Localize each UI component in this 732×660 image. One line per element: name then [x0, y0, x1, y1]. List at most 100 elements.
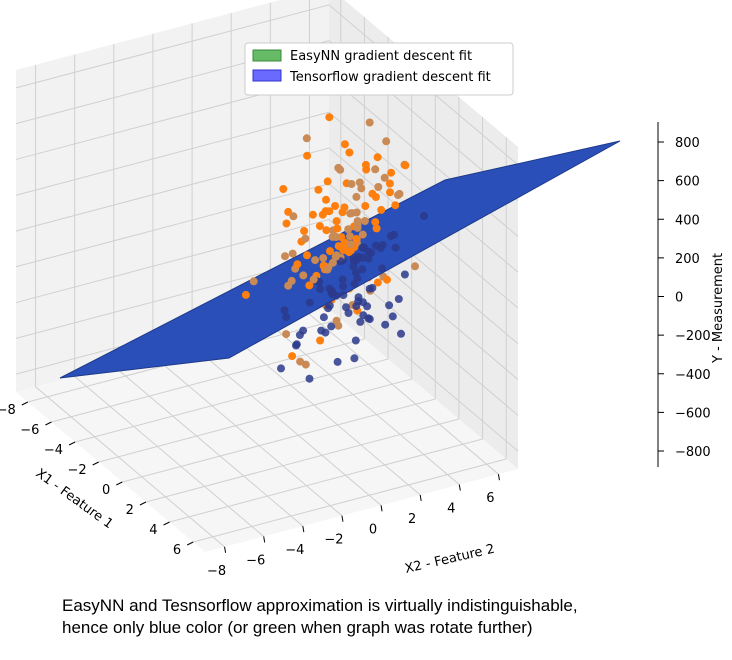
data-point: [249, 277, 258, 286]
data-point: [387, 168, 396, 177]
data-point: [347, 180, 356, 188]
data-point: [391, 243, 400, 252]
z-tick-label: −600: [675, 406, 711, 421]
grid-line: [145, 418, 460, 503]
grid-line: [74, 358, 389, 443]
data-point: [316, 285, 325, 294]
data-point: [292, 341, 300, 350]
x2-tick-mark: [224, 546, 227, 553]
z-tick-label: −200: [675, 329, 711, 344]
data-point: [281, 252, 289, 261]
x1-tick-label: −8: [0, 403, 16, 418]
x2-tick-label: 2: [408, 512, 416, 527]
data-point: [386, 232, 395, 241]
data-point: [241, 290, 250, 299]
data-point: [361, 202, 370, 210]
data-point: [371, 241, 380, 250]
data-point: [391, 201, 400, 210]
x2-tick-label: 4: [447, 502, 455, 517]
axes-panes: [16, 0, 518, 552]
z-tick-label: 400: [675, 213, 700, 228]
data-point: [293, 260, 302, 269]
grid-line: [269, 324, 460, 485]
data-point: [322, 226, 331, 235]
x1-tick-label: 0: [102, 483, 110, 498]
x1-tick-label: 2: [126, 503, 134, 518]
data-point: [352, 268, 360, 277]
y-axis-label: Y - Measurement: [711, 253, 726, 364]
x1-tick-label: 6: [173, 543, 181, 558]
data-point: [340, 140, 349, 149]
chart-3d: −8−6−4−20246−8−6−4−202468006004002000−20…: [0, 0, 726, 579]
x2-axis-label: X2 - Feature 2: [404, 542, 497, 577]
grid-line: [169, 438, 483, 523]
data-point: [332, 217, 341, 226]
data-point: [334, 321, 343, 330]
data-point: [351, 336, 360, 345]
data-point: [287, 276, 296, 285]
data-point: [344, 225, 353, 234]
data-point: [386, 188, 394, 197]
legend: EasyNN gradient descent fit Tensorflow g…: [244, 42, 514, 96]
x2-tick-mark: [341, 515, 344, 522]
data-point: [319, 313, 328, 322]
z-tick-label: 800: [675, 136, 700, 151]
data-point: [325, 113, 334, 122]
data-point: [346, 240, 355, 249]
data-point: [324, 304, 333, 313]
grid-line: [152, 355, 343, 517]
data-point: [394, 295, 403, 303]
legend-swatch-easynn: [252, 49, 282, 62]
data-point: [282, 330, 291, 339]
data-point: [383, 275, 391, 284]
data-point: [279, 185, 288, 193]
data-point: [339, 291, 348, 300]
data-point: [361, 160, 370, 169]
z-tick-label: −400: [675, 368, 711, 383]
data-point: [333, 224, 342, 233]
data-point: [327, 322, 336, 331]
x2-tick-mark: [263, 536, 266, 543]
figure-caption: EasyNN and Tesnsorflow approximation is …: [62, 595, 722, 639]
data-point: [365, 118, 374, 127]
data-point: [299, 271, 308, 280]
data-point: [308, 210, 317, 219]
data-point: [349, 256, 358, 265]
data-point: [355, 178, 364, 187]
x2-tick-label: −2: [324, 533, 343, 548]
data-point: [321, 207, 330, 216]
data-point: [317, 326, 326, 335]
data-point: [333, 357, 342, 366]
data-point: [358, 243, 367, 252]
data-point: [323, 177, 332, 186]
data-point: [314, 185, 323, 194]
grid-line: [113, 365, 304, 527]
data-point: [303, 151, 312, 160]
data-point: [360, 217, 369, 225]
data-point: [374, 183, 383, 191]
data-point: [365, 284, 374, 293]
data-point: [296, 357, 305, 366]
data-point: [363, 302, 372, 311]
x1-tick-mark: [139, 501, 147, 506]
data-point: [368, 189, 377, 198]
z-tick-label: −800: [675, 445, 711, 460]
data-point: [358, 253, 367, 262]
data-point: [364, 247, 373, 256]
data-point: [356, 317, 365, 326]
x1-tick-label: −4: [44, 443, 63, 458]
data-point: [299, 326, 308, 335]
data-point: [378, 241, 387, 249]
data-point: [352, 302, 361, 311]
grid-line: [74, 376, 265, 537]
data-point: [420, 211, 428, 220]
legend-box: [244, 42, 514, 96]
data-point: [338, 275, 347, 284]
data-point: [358, 265, 367, 274]
x2-tick-mark: [497, 474, 500, 481]
data-point: [326, 247, 334, 256]
caption-line-2: hence only blue color (or green when gra…: [62, 618, 533, 637]
data-point: [322, 195, 330, 204]
caption-line-1: EasyNN and Tesnsorflow approximation is …: [62, 596, 578, 615]
data-point: [305, 281, 314, 290]
